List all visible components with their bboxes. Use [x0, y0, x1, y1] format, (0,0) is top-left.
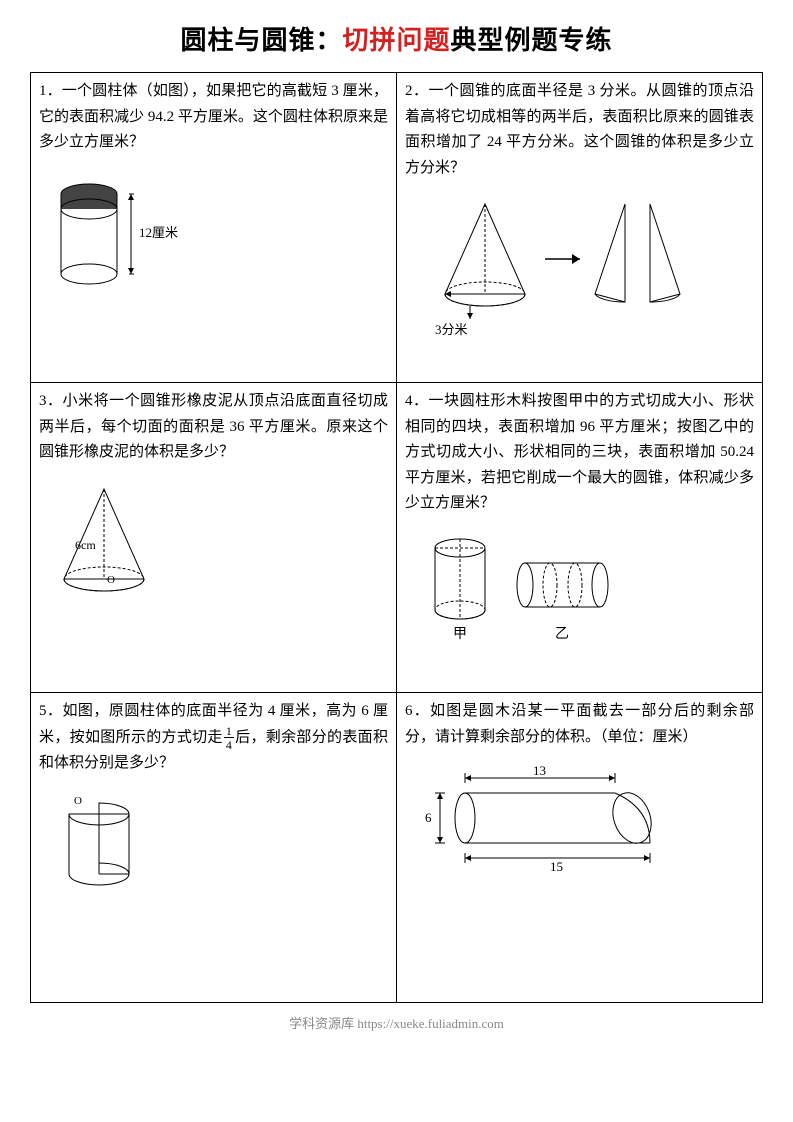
problem-6-figure: 13 6	[405, 758, 754, 878]
two-cylinders-icon: 甲 乙	[415, 530, 635, 650]
problem-4-figure: 甲 乙	[405, 525, 754, 655]
dim-top: 13	[533, 763, 546, 778]
cone-split-icon: 3分米	[415, 194, 715, 344]
height-label: 12厘米	[139, 225, 178, 240]
label-yi: 乙	[555, 626, 569, 642]
cell-6: 6．如图是圆木沿某一平面截去一部分后的剩余部分，请计算剩余部分的体积。（单位：厘…	[397, 693, 763, 1003]
title-part3: 典型例题专练	[451, 26, 613, 55]
problem-1-text: 1．一个圆柱体（如图），如果把它的高截短 3 厘米，它的表面积减少 94.2 平…	[39, 79, 388, 156]
problem-2-text: 2．一个圆锥的底面半径是 3 分米。从圆锥的顶点沿着高将它切成相等的两半后，表面…	[405, 79, 754, 181]
center-o-label: O	[74, 795, 82, 807]
problem-2-figure: 3分米	[405, 189, 754, 349]
cylinder-quarter-cut-icon: O	[49, 789, 159, 899]
cylinder-icon: 12厘米	[49, 169, 199, 299]
cell-1: 1．一个圆柱体（如图），如果把它的高截短 3 厘米，它的表面积减少 94.2 平…	[31, 73, 397, 383]
label-jia: 甲	[453, 627, 467, 642]
fraction: 14	[224, 725, 234, 751]
cell-2: 2．一个圆锥的底面半径是 3 分米。从圆锥的顶点沿着高将它切成相等的两半后，表面…	[397, 73, 763, 383]
cell-3: 3．小米将一个圆锥形橡皮泥从顶点沿底面直径切成两半后，每个切面的面积是 36 平…	[31, 383, 397, 693]
oblique-cylinder-icon: 13 6	[415, 763, 695, 873]
cone-center-label: O	[107, 574, 115, 586]
cell-5: 5．如图，原圆柱体的底面半径为 4 厘米，高为 6 厘米，按如图所示的方式切走1…	[31, 693, 397, 1003]
cell-4: 4．一块圆柱形木料按图甲中的方式切成大小、形状相同的四块，表面积增加 96 平方…	[397, 383, 763, 693]
dim-left: 6	[425, 810, 432, 825]
problem-5-figure: O	[39, 784, 388, 904]
problem-6-text: 6．如图是圆木沿某一平面截去一部分后的剩余部分，请计算剩余部分的体积。（单位：厘…	[405, 699, 754, 750]
problem-3-figure: 6cm O	[39, 474, 388, 614]
problem-3-text: 3．小米将一个圆锥形橡皮泥从顶点沿底面直径切成两半后，每个切面的面积是 36 平…	[39, 389, 388, 466]
cone-icon: 6cm O	[49, 479, 179, 609]
title-part1: 圆柱与圆锥：	[180, 26, 342, 55]
page-footer: 学科资源库 https://xueke.fuliadmin.com	[30, 1013, 763, 1032]
dim-bottom: 15	[550, 859, 563, 873]
problem-grid: 1．一个圆柱体（如图），如果把它的高截短 3 厘米，它的表面积减少 94.2 平…	[30, 72, 763, 1003]
radius-label: 3分米	[435, 322, 468, 337]
cone-height-label: 6cm	[75, 538, 96, 552]
problem-5-text: 5．如图，原圆柱体的底面半径为 4 厘米，高为 6 厘米，按如图所示的方式切走1…	[39, 699, 388, 776]
problem-1-figure: 12厘米	[39, 164, 388, 304]
title-part2: 切拼问题	[342, 26, 450, 55]
page-title: 圆柱与圆锥：切拼问题典型例题专练	[30, 20, 763, 57]
problem-4-text: 4．一块圆柱形木料按图甲中的方式切成大小、形状相同的四块，表面积增加 96 平方…	[405, 389, 754, 517]
